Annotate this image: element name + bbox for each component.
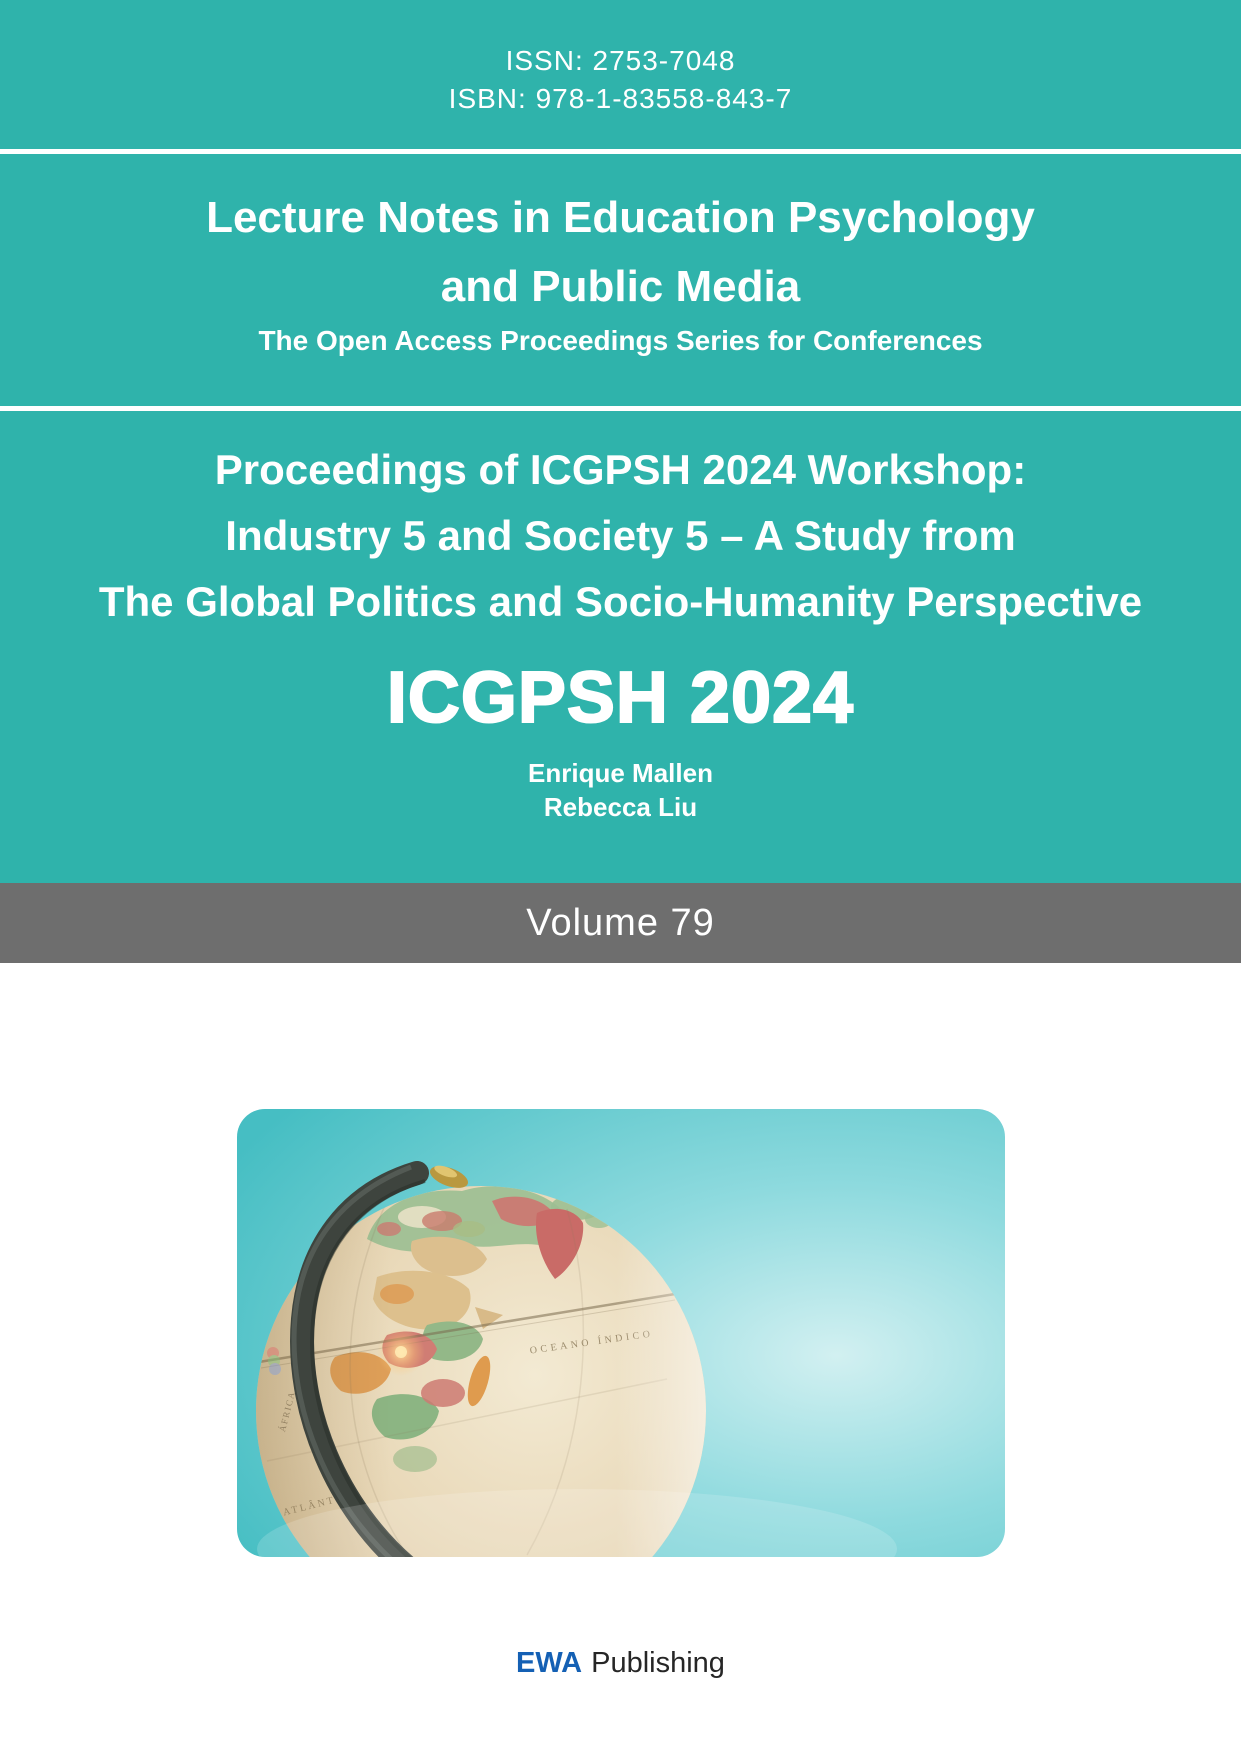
publisher-brand: EWA [516, 1647, 583, 1679]
divider-line-top [0, 149, 1241, 154]
series-title: Lecture Notes in Education Psychology an… [0, 183, 1241, 321]
editor-name: Enrique Mallen [528, 758, 713, 788]
publisher-logo: EWA Publishing [0, 1646, 1241, 1680]
lens-flare [267, 1347, 281, 1375]
identifier-block: ISSN: 2753-7048 ISBN: 978-1-83558-843-7 [0, 42, 1241, 118]
proceedings-title-line1: Proceedings of ICGPSH 2024 Workshop: [214, 446, 1027, 493]
proceedings-title-line3: The Global Politics and Socio-Humanity P… [98, 578, 1143, 625]
haze [257, 1489, 897, 1557]
brass-finial [429, 1165, 469, 1188]
volume-band: Volume 79 [0, 883, 1241, 963]
publisher-suffix: Publishing [591, 1647, 725, 1679]
divider-line-bottom [0, 406, 1241, 411]
editors-block: Enrique Mallen Rebecca Liu [0, 756, 1241, 824]
volume-label: Volume 79 [526, 901, 715, 944]
cover-header-background: ISSN: 2753-7048 ISBN: 978-1-83558-843-7 … [0, 0, 1241, 883]
series-subtitle: The Open Access Proceedings Series for C… [258, 325, 983, 356]
cover-photo: OCEANO ÍNDICO ATLÂNTICO ÁFRICA [237, 1109, 1005, 1557]
proceedings-title-line2: Industry 5 and Society 5 – A Study from [225, 512, 1016, 559]
series-title-line2: and Public Media [440, 262, 801, 311]
conference-acronym: ICGPSH 2024 [386, 657, 855, 739]
isbn-text: ISBN: 978-1-83558-843-7 [448, 83, 793, 114]
issn-text: ISSN: 2753-7048 [505, 45, 736, 76]
proceedings-title: Proceedings of ICGPSH 2024 Workshop: Ind… [0, 437, 1241, 635]
globe-stand-arc [290, 1161, 429, 1557]
globe-illustration: OCEANO ÍNDICO ATLÂNTICO ÁFRICA [237, 1109, 1005, 1557]
editor-name: Rebecca Liu [543, 792, 698, 822]
series-title-line1: Lecture Notes in Education Psychology [206, 193, 1035, 242]
